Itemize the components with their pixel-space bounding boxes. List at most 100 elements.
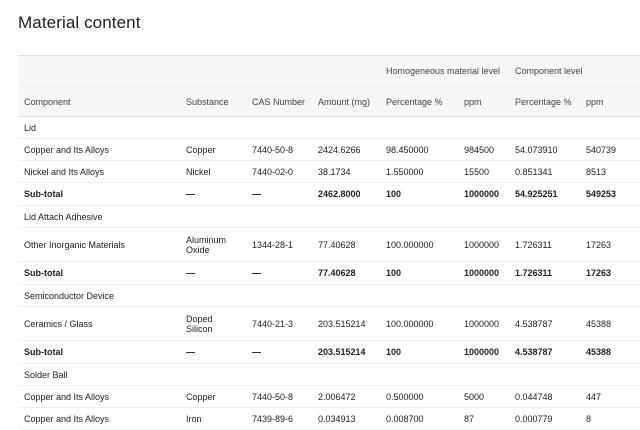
table-row: Ceramics / Glass Doped Silicon 7440-21-3… bbox=[18, 306, 640, 341]
cell-comp-ppm: 45388 bbox=[580, 340, 640, 364]
cell-substance: — bbox=[180, 182, 246, 206]
cell-substance: — bbox=[180, 340, 246, 364]
column-header-comp-ppm: ppm bbox=[580, 86, 640, 117]
cell-hom-percentage: 1.550000 bbox=[380, 160, 458, 183]
cell-substance: Copper bbox=[180, 385, 246, 408]
table-row: Other Inorganic Materials Aluminum Oxide… bbox=[18, 227, 640, 262]
cell-subtotal-label: Sub-total bbox=[18, 340, 180, 364]
column-header-comp-percentage: Percentage % bbox=[509, 86, 580, 117]
cell-comp-ppm: 17263 bbox=[580, 261, 640, 285]
cell-substance: Nickel bbox=[180, 160, 246, 183]
section-name: Solder Ball bbox=[18, 363, 640, 386]
group-header-blank bbox=[312, 55, 380, 87]
table-row: Nickel and Its Alloys Nickel 7440-02-0 3… bbox=[18, 160, 640, 183]
subtotal-row: Sub-total — — 203.515214 100 1000000 4.5… bbox=[18, 340, 640, 364]
column-header-component: Component bbox=[18, 86, 180, 117]
cell-cas-number: 7440-21-3 bbox=[246, 306, 312, 341]
column-header-substance: Substance bbox=[180, 86, 246, 117]
cell-comp-ppm: 540739 bbox=[580, 138, 640, 161]
cell-amount: 77.40628 bbox=[312, 227, 380, 262]
material-table-container: Homogeneous material level Component lev… bbox=[18, 55, 640, 430]
cell-amount: 2462.8000 bbox=[312, 182, 380, 206]
cell-comp-percentage: 4.538787 bbox=[509, 306, 580, 341]
group-header-blank bbox=[246, 55, 312, 87]
cell-component: Copper and Its Alloys bbox=[18, 385, 180, 408]
cell-comp-ppm: 45388 bbox=[580, 306, 640, 341]
cell-subtotal-label: Sub-total bbox=[18, 182, 180, 206]
column-header-cas-number: CAS Number bbox=[246, 86, 312, 117]
cell-component: Nickel and Its Alloys bbox=[18, 160, 180, 183]
cell-comp-percentage: 0.000779 bbox=[509, 407, 580, 430]
cell-hom-percentage: 100 bbox=[380, 182, 458, 206]
section-row: Solder Ball bbox=[18, 363, 640, 386]
cell-comp-percentage: 4.538787 bbox=[509, 340, 580, 364]
material-content-table: Homogeneous material level Component lev… bbox=[18, 55, 640, 430]
cell-cas-number: 1344-28-1 bbox=[246, 227, 312, 262]
cell-component: Copper and Its Alloys bbox=[18, 138, 180, 161]
group-header-row: Homogeneous material level Component lev… bbox=[18, 55, 640, 87]
cell-cas-number: — bbox=[246, 340, 312, 364]
cell-subtotal-label: Sub-total bbox=[18, 261, 180, 285]
section-row: Lid bbox=[18, 116, 640, 139]
cell-hom-percentage: 100 bbox=[380, 261, 458, 285]
homogeneous-level-header: Homogeneous material level bbox=[380, 55, 509, 87]
cell-amount: 38.1734 bbox=[312, 160, 380, 183]
cell-cas-number: 7440-50-8 bbox=[246, 385, 312, 408]
section-name: Lid bbox=[18, 116, 640, 139]
group-header-blank bbox=[18, 55, 180, 87]
section-row: Lid Attach Adhesive bbox=[18, 205, 640, 228]
cell-cas-number: — bbox=[246, 261, 312, 285]
cell-hom-ppm: 15500 bbox=[458, 160, 509, 183]
cell-comp-percentage: 54.073910 bbox=[509, 138, 580, 161]
cell-component: Copper and Its Alloys bbox=[18, 407, 180, 430]
subtotal-row: Sub-total — — 2462.8000 100 1000000 54.9… bbox=[18, 182, 640, 206]
column-header-row: Component Substance CAS Number Amount (m… bbox=[18, 86, 640, 117]
cell-component: Ceramics / Glass bbox=[18, 306, 180, 341]
table-row: Copper and Its Alloys Copper 7440-50-8 2… bbox=[18, 385, 640, 408]
cell-hom-ppm: 1000000 bbox=[458, 182, 509, 206]
group-header-blank bbox=[180, 55, 246, 87]
section-name: Semiconductor Device bbox=[18, 284, 640, 307]
cell-substance: Doped Silicon bbox=[180, 306, 246, 341]
cell-comp-percentage: 0.851341 bbox=[509, 160, 580, 183]
cell-hom-ppm: 984500 bbox=[458, 138, 509, 161]
cell-hom-ppm: 5000 bbox=[458, 385, 509, 408]
cell-amount: 0.034913 bbox=[312, 407, 380, 430]
component-level-header: Component level bbox=[509, 55, 640, 87]
cell-amount: 77.40628 bbox=[312, 261, 380, 285]
cell-cas-number: — bbox=[246, 182, 312, 206]
section-row: Semiconductor Device bbox=[18, 284, 640, 307]
cell-hom-ppm: 1000000 bbox=[458, 306, 509, 341]
cell-comp-ppm: 8513 bbox=[580, 160, 640, 183]
cell-hom-percentage: 98.450000 bbox=[380, 138, 458, 161]
table-row: Copper and Its Alloys Iron 7439-89-6 0.0… bbox=[18, 407, 640, 430]
cell-substance: — bbox=[180, 261, 246, 285]
cell-amount: 2.006472 bbox=[312, 385, 380, 408]
cell-substance: Aluminum Oxide bbox=[180, 227, 246, 262]
cell-hom-percentage: 100.000000 bbox=[380, 227, 458, 262]
cell-hom-percentage: 100 bbox=[380, 340, 458, 364]
cell-hom-ppm: 1000000 bbox=[458, 227, 509, 262]
cell-comp-percentage: 1.726311 bbox=[509, 227, 580, 262]
cell-hom-percentage: 0.008700 bbox=[380, 407, 458, 430]
cell-comp-ppm: 8 bbox=[580, 407, 640, 430]
cell-comp-ppm: 447 bbox=[580, 385, 640, 408]
cell-substance: Iron bbox=[180, 407, 246, 430]
cell-cas-number: 7440-50-8 bbox=[246, 138, 312, 161]
cell-component: Other Inorganic Materials bbox=[18, 227, 180, 262]
cell-comp-percentage: 1.726311 bbox=[509, 261, 580, 285]
subtotal-row: Sub-total — — 77.40628 100 1000000 1.726… bbox=[18, 261, 640, 285]
page-title: Material content bbox=[18, 13, 141, 32]
cell-amount: 2424.6266 bbox=[312, 138, 380, 161]
cell-cas-number: 7439-89-6 bbox=[246, 407, 312, 430]
section-name: Lid Attach Adhesive bbox=[18, 205, 640, 228]
cell-hom-percentage: 100.000000 bbox=[380, 306, 458, 341]
cell-hom-ppm: 1000000 bbox=[458, 261, 509, 285]
cell-cas-number: 7440-02-0 bbox=[246, 160, 312, 183]
column-header-amount: Amount (mg) bbox=[312, 86, 380, 117]
cell-comp-percentage: 54.925251 bbox=[509, 182, 580, 206]
column-header-hom-percentage: Percentage % bbox=[380, 86, 458, 117]
cell-comp-ppm: 17263 bbox=[580, 227, 640, 262]
cell-hom-ppm: 87 bbox=[458, 407, 509, 430]
cell-hom-percentage: 0.500000 bbox=[380, 385, 458, 408]
